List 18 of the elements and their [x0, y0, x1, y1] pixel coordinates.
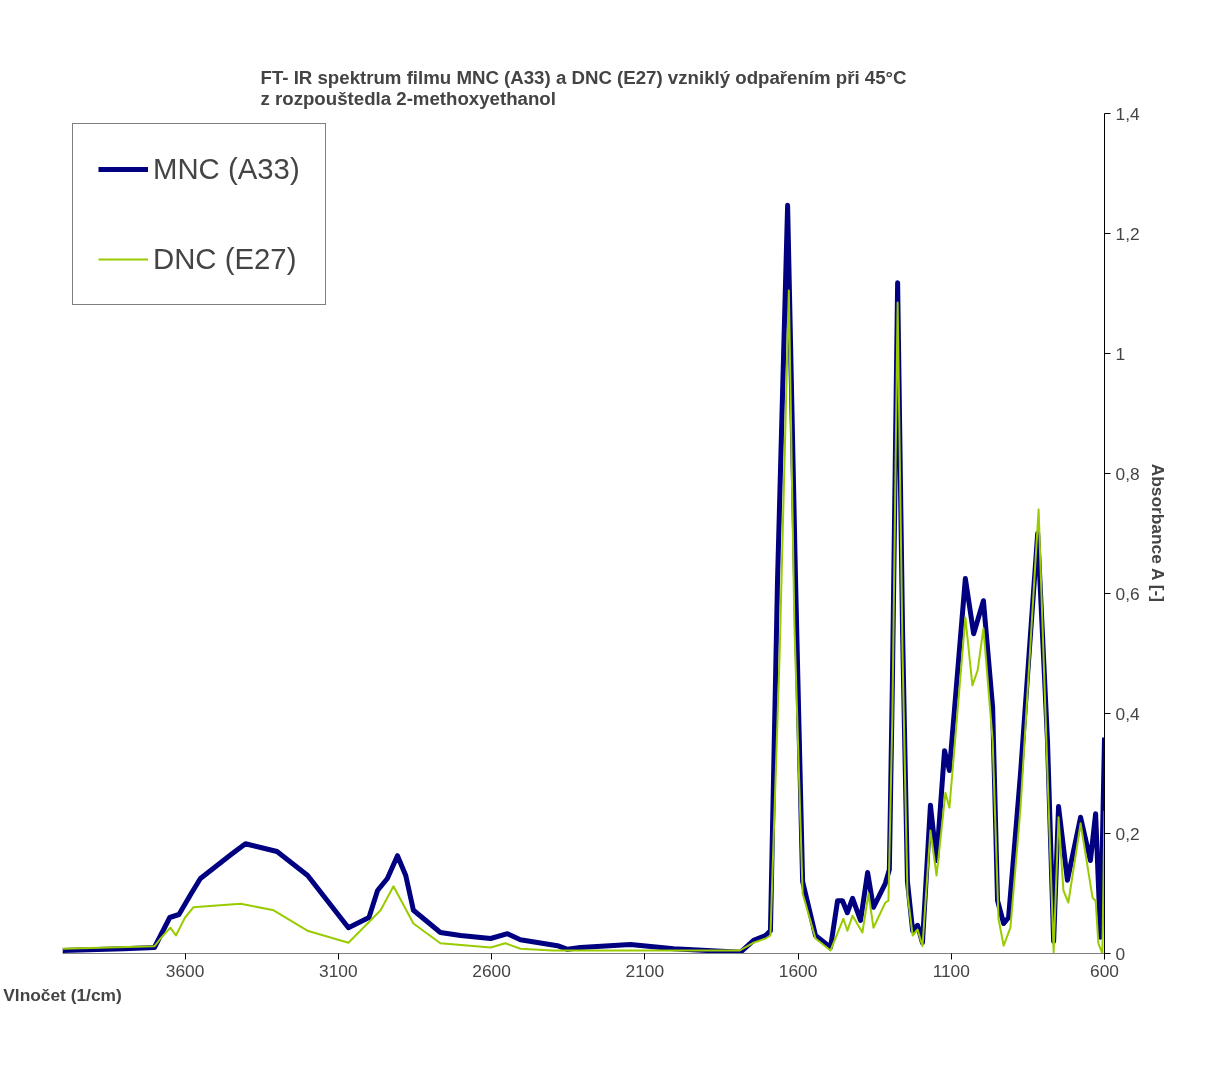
x-tick-label: 2600 [472, 960, 511, 981]
y-tick-label: 1,4 [1115, 103, 1140, 124]
y-tick-label: 0,8 [1115, 463, 1140, 484]
y-tick-label: 0,2 [1115, 823, 1140, 844]
y-tick-label: 1,2 [1115, 223, 1140, 244]
y-tick-label: 0,4 [1115, 703, 1140, 724]
x-tick-label: 1600 [778, 960, 818, 981]
x-tick-label: 2100 [625, 960, 665, 981]
x-tick-label: 3600 [165, 960, 205, 981]
y-tick-label: 0,6 [1115, 583, 1140, 604]
x-tick-label: 1100 [932, 960, 970, 981]
chart-title: FT- IR spektrum filmu MNC (A33) a DNC (E27) vzniklý odpařením při 45°C z rozpouštedla 2-methoxyethanol [260, 66, 907, 109]
legend-label: DNC (E27) [153, 241, 297, 277]
x-axis-title: Vlnočet (1/cm) [3, 984, 122, 1005]
y-axis-title: Absorbance A [-] [1147, 463, 1168, 603]
x-tick-label: 3100 [319, 960, 358, 981]
y-tick-label: 1 [1115, 343, 1126, 364]
legend-label: MNC (A33) [153, 151, 300, 187]
